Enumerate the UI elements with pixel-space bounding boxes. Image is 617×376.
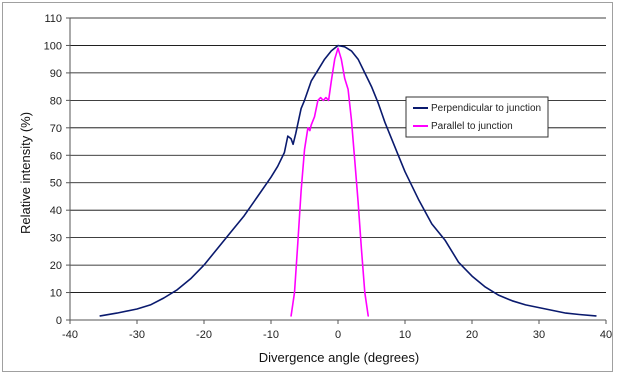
y-tick-label: 40: [50, 205, 62, 217]
series-line-perpendicular: [99, 44, 597, 317]
x-tick-label: 20: [466, 329, 478, 341]
legend-label-parallel: Parallel to junction: [431, 121, 513, 132]
x-axis-title: Divergence angle (degrees): [259, 350, 419, 365]
gridlines: [70, 17, 606, 293]
axes: [66, 17, 607, 324]
series-lines: [99, 44, 597, 317]
y-tick-label: 110: [44, 13, 62, 25]
x-tick-label: -20: [196, 329, 212, 341]
legend-label-perpendicular: Perpendicular to junction: [431, 103, 541, 114]
x-tick-label: 30: [533, 329, 545, 341]
series-line-parallel: [290, 47, 369, 317]
legend: Perpendicular to junction Parallel to ju…: [405, 96, 549, 138]
x-tick-label: -40: [62, 329, 78, 341]
x-tick-label: 10: [399, 329, 411, 341]
y-tick-label: 90: [50, 68, 62, 80]
x-tick-label: -30: [129, 329, 145, 341]
x-tick-label: 0: [335, 329, 341, 341]
y-tick-label: 0: [56, 315, 62, 327]
y-tick-label: 50: [50, 178, 62, 190]
chart-frame: [2, 2, 613, 372]
y-tick-label: 10: [50, 288, 62, 300]
y-tick-label: 30: [50, 233, 62, 245]
x-tick-label: -10: [263, 329, 279, 341]
x-tick-label: 40: [600, 329, 612, 341]
y-tick-label: 60: [50, 150, 62, 162]
y-axis-title: Relative intensity (%): [18, 112, 33, 234]
y-tick-label: 80: [50, 95, 62, 107]
y-tick-label: 100: [44, 40, 62, 52]
tick-labels: 0 10 20 30 40 50 60 70 80 90 100 110 -40 -30 -20 -10 0 10…: [44, 13, 612, 341]
y-tick-label: 70: [50, 123, 62, 135]
legend-box: [405, 96, 549, 138]
y-tick-label: 20: [50, 260, 62, 272]
